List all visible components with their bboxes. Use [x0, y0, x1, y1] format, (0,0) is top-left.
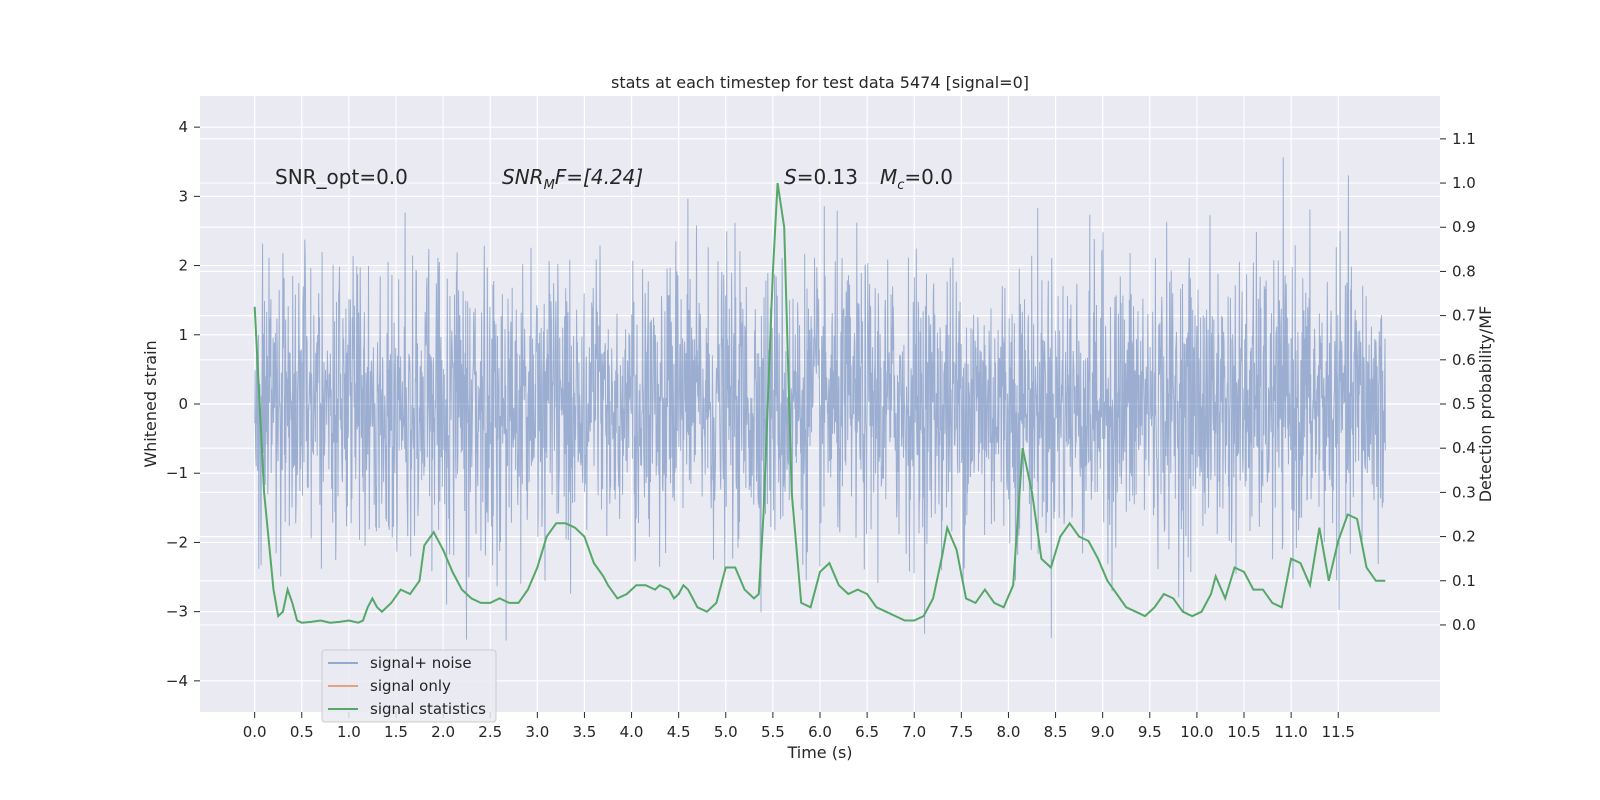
x-tick-label: 1.5 — [384, 723, 408, 741]
y2-tick-label: 1.1 — [1452, 130, 1476, 148]
annotation-snr-opt: SNR_opt=0.0 — [275, 165, 408, 189]
x-tick-label: 1.0 — [337, 723, 361, 741]
y2-tick-label: 0.8 — [1452, 262, 1476, 280]
x-tick-label: 4.5 — [667, 723, 691, 741]
legend-label-signal-only: signal only — [370, 677, 451, 695]
x-tick-label: 5.5 — [761, 723, 785, 741]
annotation-stat-s-value: =0.13 — [797, 165, 858, 189]
annotation-stat-s-var: S — [784, 165, 797, 189]
annotation-mc-var: M — [880, 165, 897, 189]
axis-ticks: 0.0 0.5 1.0 1.5 2.0 2.5 3.0 3.5 4.0 4.5 5.0 5.5 6.0 6… — [166, 118, 1476, 741]
y-tick-label: −2 — [166, 533, 188, 551]
statistics-series — [253, 182, 1386, 624]
y2-tick-label: 0.4 — [1452, 439, 1476, 457]
y2-tick-label: 0.0 — [1452, 616, 1476, 634]
y-tick-label: −3 — [166, 603, 188, 621]
y2-tick-label: 0.5 — [1452, 395, 1476, 413]
y2-axis-label: Detection probability/MF — [1476, 306, 1495, 503]
x-tick-label: 10.5 — [1227, 723, 1260, 741]
x-tick-label: 3.0 — [525, 723, 549, 741]
chart-title: stats at each timestep for test data 547… — [611, 73, 1029, 92]
x-tick-label: 0.0 — [243, 723, 267, 741]
x-tick-label: 6.0 — [808, 723, 832, 741]
x-tick-label: 0.5 — [290, 723, 314, 741]
annotation-snr-mf-prefix: SNR — [502, 165, 544, 189]
y-tick-label: 4 — [178, 118, 188, 136]
x-tick-label: 11.0 — [1274, 723, 1307, 741]
y-tick-label: 1 — [178, 326, 188, 344]
y-tick-label: 0 — [178, 395, 188, 413]
y-tick-label: −4 — [166, 672, 188, 690]
y-tick-label: 3 — [178, 187, 188, 205]
x-tick-label: 6.5 — [855, 723, 879, 741]
x-tick-label: 8.5 — [1044, 723, 1068, 741]
x-tick-label: 2.0 — [431, 723, 455, 741]
annotation-snr-mf-sub: M — [544, 178, 555, 193]
x-axis-label: Time (s) — [786, 743, 852, 762]
y2-tick-label: 0.6 — [1452, 351, 1476, 369]
x-tick-label: 9.5 — [1138, 723, 1162, 741]
x-tick-label: 7.0 — [902, 723, 926, 741]
x-tick-label: 2.5 — [478, 723, 502, 741]
annotation-snr-mf: SNRMF=[4.24] — [502, 165, 643, 193]
annotation-mc: Mc=0.0 — [880, 165, 953, 193]
x-tick-label: 10.0 — [1180, 723, 1213, 741]
annotation-mc-sub: c — [897, 178, 904, 193]
x-tick-label: 7.5 — [949, 723, 973, 741]
x-tick-label: 3.5 — [573, 723, 597, 741]
y2-tick-label: 0.2 — [1452, 528, 1476, 546]
legend-label-statistics: signal statistics — [370, 700, 486, 718]
y2-tick-label: 0.7 — [1452, 307, 1476, 325]
legend-label-noise: signal+ noise — [370, 654, 472, 672]
x-tick-label: 11.5 — [1322, 723, 1355, 741]
y2-tick-label: 1.0 — [1452, 174, 1476, 192]
y2-tick-label: 0.1 — [1452, 572, 1476, 590]
annotation-snr-mf-suffix: F=[4.24] — [555, 165, 643, 189]
x-tick-label: 8.0 — [997, 723, 1021, 741]
y-tick-label: −1 — [166, 464, 188, 482]
x-tick-label: 4.0 — [620, 723, 644, 741]
annotation-mc-value: =0.0 — [904, 165, 953, 189]
legend-box — [321, 649, 497, 723]
x-tick-label: 5.0 — [714, 723, 738, 741]
y2-tick-label: 0.3 — [1452, 483, 1476, 501]
strain-series — [254, 157, 1386, 641]
series-line-signal-statistics — [253, 182, 1386, 624]
y2-tick-label: 0.9 — [1452, 218, 1476, 236]
y-axis-label: Whitened strain — [141, 340, 160, 467]
legend: signal+ noise signal only signal statist… — [321, 649, 497, 723]
x-tick-label: 9.0 — [1091, 723, 1115, 741]
y-tick-label: 2 — [178, 257, 188, 275]
annotation-stat-s: S=0.13 — [784, 165, 858, 189]
series-line-signal-noise — [254, 157, 1386, 641]
